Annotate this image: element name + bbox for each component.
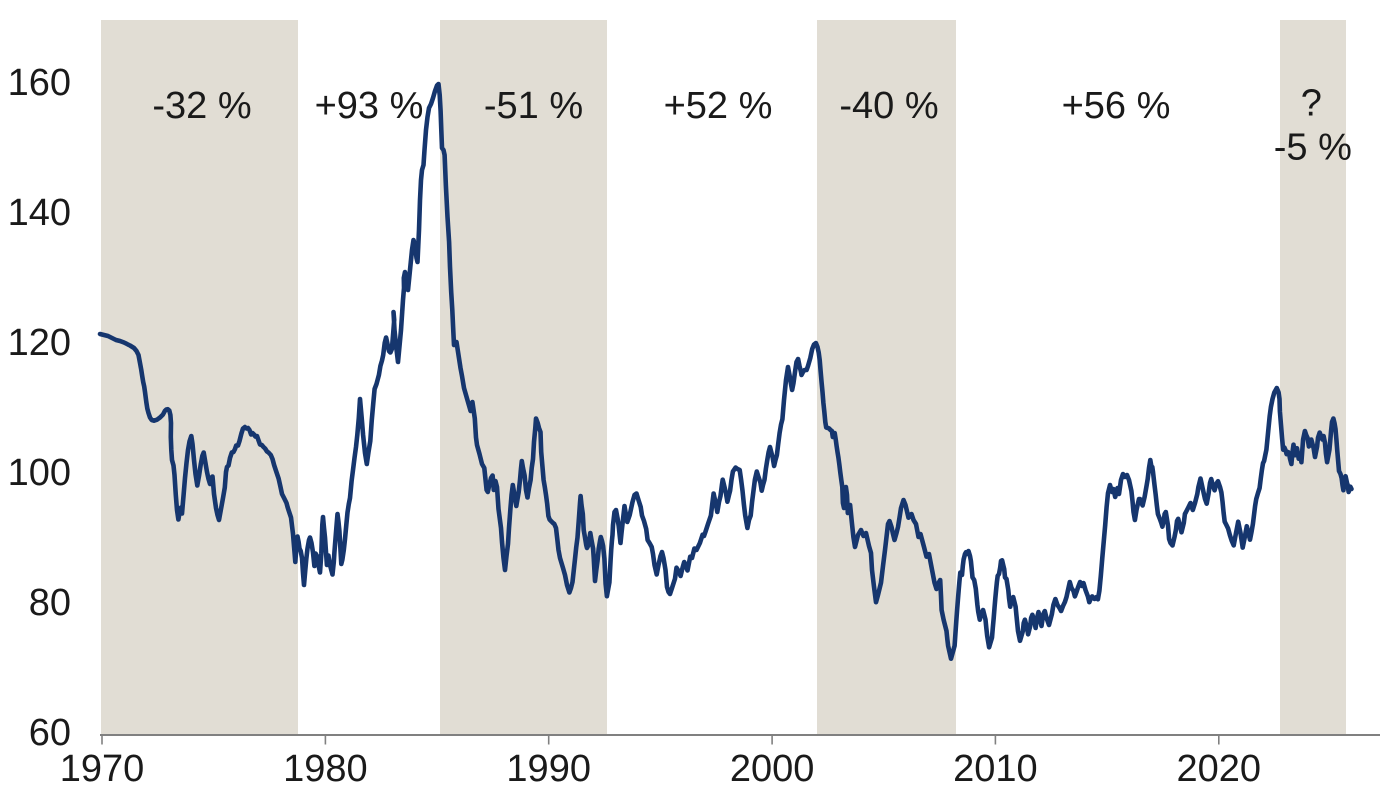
svg-text:1980: 1980	[283, 748, 368, 790]
svg-text:140: 140	[8, 192, 71, 234]
svg-text:2010: 2010	[953, 748, 1038, 790]
svg-text:2020: 2020	[1177, 748, 1262, 790]
svg-text:-32 %: -32 %	[152, 85, 251, 127]
svg-text:-51 %: -51 %	[484, 85, 583, 127]
svg-text:160: 160	[8, 62, 71, 104]
svg-text:60: 60	[29, 712, 71, 754]
svg-text:-5 %: -5 %	[1274, 127, 1352, 169]
svg-text:+93 %: +93 %	[315, 85, 424, 127]
svg-text:80: 80	[29, 582, 71, 624]
svg-text:-40 %: -40 %	[839, 85, 938, 127]
svg-text:1970: 1970	[60, 748, 145, 790]
svg-text:+52 %: +52 %	[664, 85, 773, 127]
svg-text:?: ?	[1301, 83, 1322, 125]
svg-text:1990: 1990	[506, 748, 591, 790]
svg-text:+56 %: +56 %	[1062, 85, 1171, 127]
svg-text:120: 120	[8, 322, 71, 364]
svg-text:100: 100	[8, 452, 71, 494]
svg-text:2000: 2000	[730, 748, 815, 790]
